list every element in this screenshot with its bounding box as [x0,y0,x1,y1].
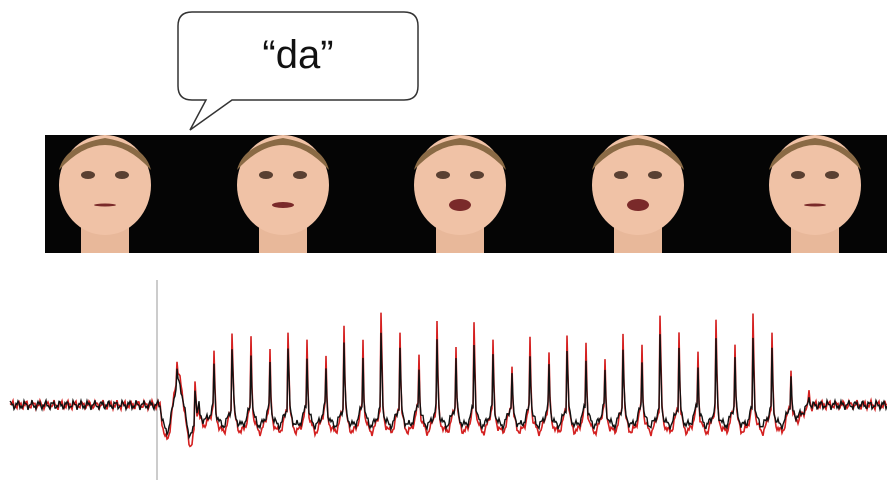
face-part [791,171,805,179]
waveform-black [10,333,887,438]
face-part [627,199,649,211]
face-part [648,171,662,179]
face-part [94,204,116,207]
face-part [115,171,129,179]
face-part [272,202,294,208]
face-part [614,171,628,179]
face-part [436,171,450,179]
waveform-red [10,313,887,447]
face-part [804,204,826,207]
face-part [449,199,471,211]
figure: “da” [0,0,887,483]
bubble-text: “da” [262,33,333,77]
face-part [81,171,95,179]
face-part [259,171,273,179]
face-part [293,171,307,179]
face-part [825,171,839,179]
face-part [470,171,484,179]
